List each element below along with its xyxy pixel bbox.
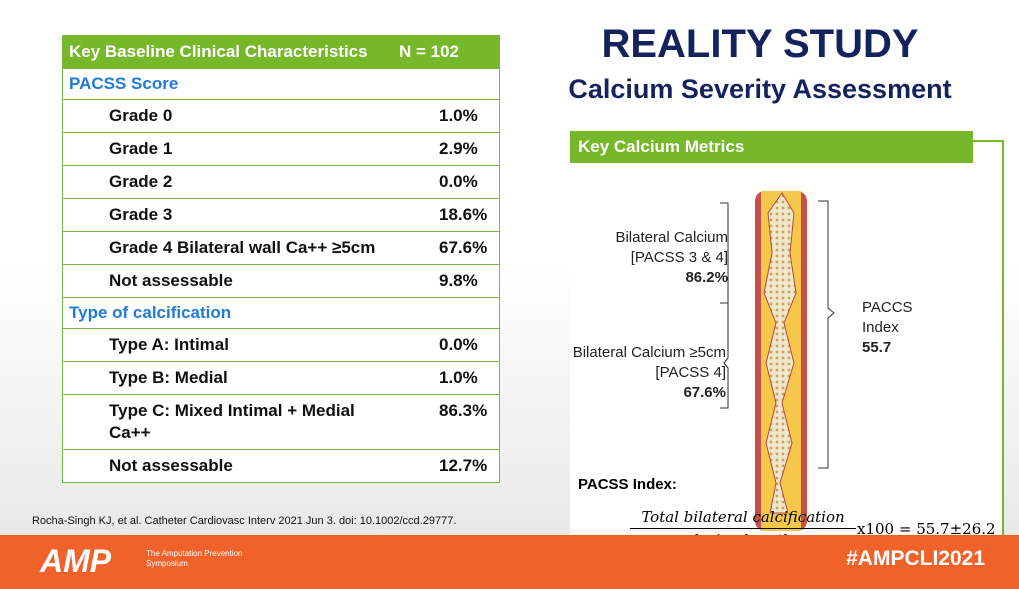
label-line: [PACSS 4] (655, 364, 726, 381)
section-title: PACSS Score (63, 68, 499, 99)
vessel-illustration (720, 191, 835, 531)
panel-title: Key Calcium Metrics (570, 131, 973, 163)
characteristics-table: Key Baseline Clinical Characteristics N =… (62, 35, 500, 483)
row-label: Type B: Medial (109, 368, 228, 387)
vessel-lumen (763, 192, 797, 514)
label-line: Bilateral Calcium ≥5cm (572, 344, 726, 361)
label-line: PACCS (862, 299, 913, 316)
formula-label: PACSS Index: (578, 476, 677, 493)
table-row: Type C: Mixed Intimal + Medial Ca++ 86.3% (63, 394, 499, 449)
row-label: Type C: Mixed Intimal + Medial Ca++ (109, 401, 355, 442)
table-row: Not assessable 12.7% (63, 449, 499, 482)
row-label: Grade 4 Bilateral wall Ca++ ≥5cm (109, 238, 376, 257)
label-line: [PACSS 3 & 4] (630, 249, 728, 266)
title: REALITY STUDY (601, 22, 919, 66)
header-cell: N = 102 (399, 42, 460, 61)
row-label: Grade 0 (109, 106, 173, 125)
header-cell: Key Baseline Clinical Characteristics (69, 42, 368, 61)
footer-bar (0, 535, 1019, 589)
row-label: Grade 2 (109, 172, 173, 191)
row-label: Grade 3 (109, 205, 173, 224)
table-row: Grade 1 2.9% (63, 132, 499, 165)
label-value: 55.7 (862, 339, 892, 356)
table-row: Type A: Intimal 0.0% (63, 328, 499, 361)
index-label: PACCS Index 55.7 (862, 298, 913, 358)
label-line: Bilateral Calcium (615, 229, 728, 246)
bilateral-label: Bilateral Calcium [PACSS 3 & 4] 86.2% (580, 228, 728, 288)
table-row: Grade 0 1.0% (63, 99, 499, 132)
numerator: Total bilateral calcification (630, 508, 856, 529)
hashtag: #AMPCLI2021 (846, 547, 985, 570)
row-value: 12.7% (439, 456, 488, 475)
row-value: 18.6% (439, 205, 488, 224)
section-title: Type of calcification (63, 297, 499, 328)
row-value: 1.0% (439, 106, 478, 125)
bracket (720, 302, 729, 409)
table-row: Grade 3 18.6% (63, 198, 499, 231)
logo: AMP (40, 543, 112, 579)
table-row: Not assessable 9.8% (63, 264, 499, 297)
label-value: 86.2% (685, 269, 728, 286)
table-row: Grade 4 Bilateral wall Ca++ ≥5cm 67.6% (63, 231, 499, 264)
row-value: 86.3% (439, 401, 488, 420)
citation: Rocha-Singh KJ, et al. Catheter Cardiova… (32, 515, 457, 527)
label-line: Index (862, 319, 899, 336)
row-value: 0.0% (439, 172, 478, 191)
subtitle: Calcium Severity Assessment (568, 74, 952, 104)
logo-caption: The Amputation Prevention Symposium (146, 549, 243, 569)
caption-line: The Amputation Prevention (146, 549, 243, 558)
label-value: 67.6% (683, 384, 726, 401)
row-label: Type A: Intimal (109, 335, 229, 354)
row-value: 1.0% (439, 368, 478, 387)
bracket (818, 200, 835, 469)
row-value: 2.9% (439, 139, 478, 158)
caption-line: Symposium (146, 559, 188, 568)
row-label: Not assessable (109, 271, 233, 290)
row-label: Grade 1 (109, 139, 173, 158)
bilateral-5cm-label: Bilateral Calcium ≥5cm [PACSS 4] 67.6% (560, 343, 726, 403)
table-row: Grade 2 0.0% (63, 165, 499, 198)
row-label: Not assessable (109, 456, 233, 475)
table-row: Type B: Medial 1.0% (63, 361, 499, 394)
row-value: 9.8% (439, 271, 478, 290)
table-header: Key Baseline Clinical Characteristics N =… (63, 36, 499, 68)
row-value: 67.6% (439, 238, 488, 257)
row-value: 0.0% (439, 335, 478, 354)
formula-result: x100 = 55.7±26.2 (857, 520, 996, 538)
